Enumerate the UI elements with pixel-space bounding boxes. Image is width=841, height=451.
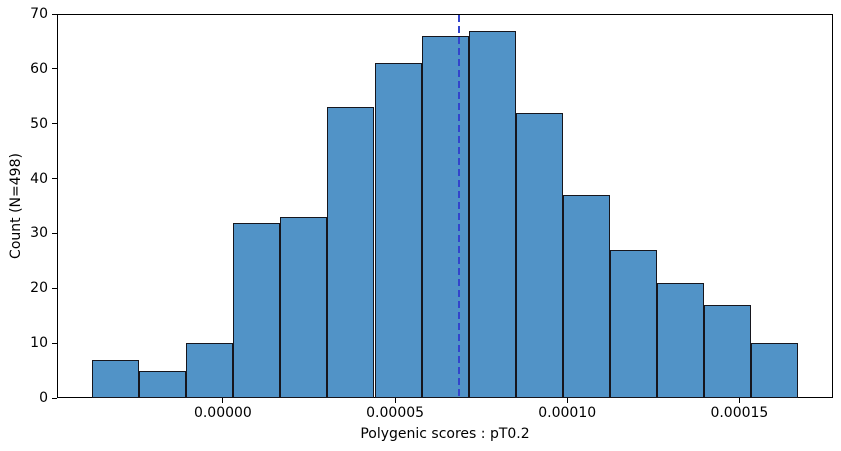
y-tick-label: 50	[30, 115, 48, 132]
x-tick-mark	[222, 398, 224, 403]
y-tick-label: 10	[30, 335, 48, 352]
y-tick-label: 70	[30, 6, 48, 22]
y-axis-label: Count (N=498)	[8, 153, 24, 259]
y-tick-label: 0	[39, 390, 48, 406]
x-tick-mark	[566, 398, 568, 403]
x-axis-label: Polygenic scores : pT0.2	[360, 426, 530, 442]
x-tick-label: 0.00010	[538, 405, 597, 421]
y-tick-label: 60	[30, 60, 48, 77]
x-tick-mark	[738, 398, 740, 403]
x-tick-label: 0.00015	[710, 405, 769, 421]
x-tick-label: 0.00005	[366, 405, 425, 421]
x-tick-label: 0.00000	[193, 405, 252, 421]
plot-area	[57, 14, 833, 398]
x-tick-mark	[394, 398, 396, 403]
y-tick-label: 20	[30, 280, 48, 297]
